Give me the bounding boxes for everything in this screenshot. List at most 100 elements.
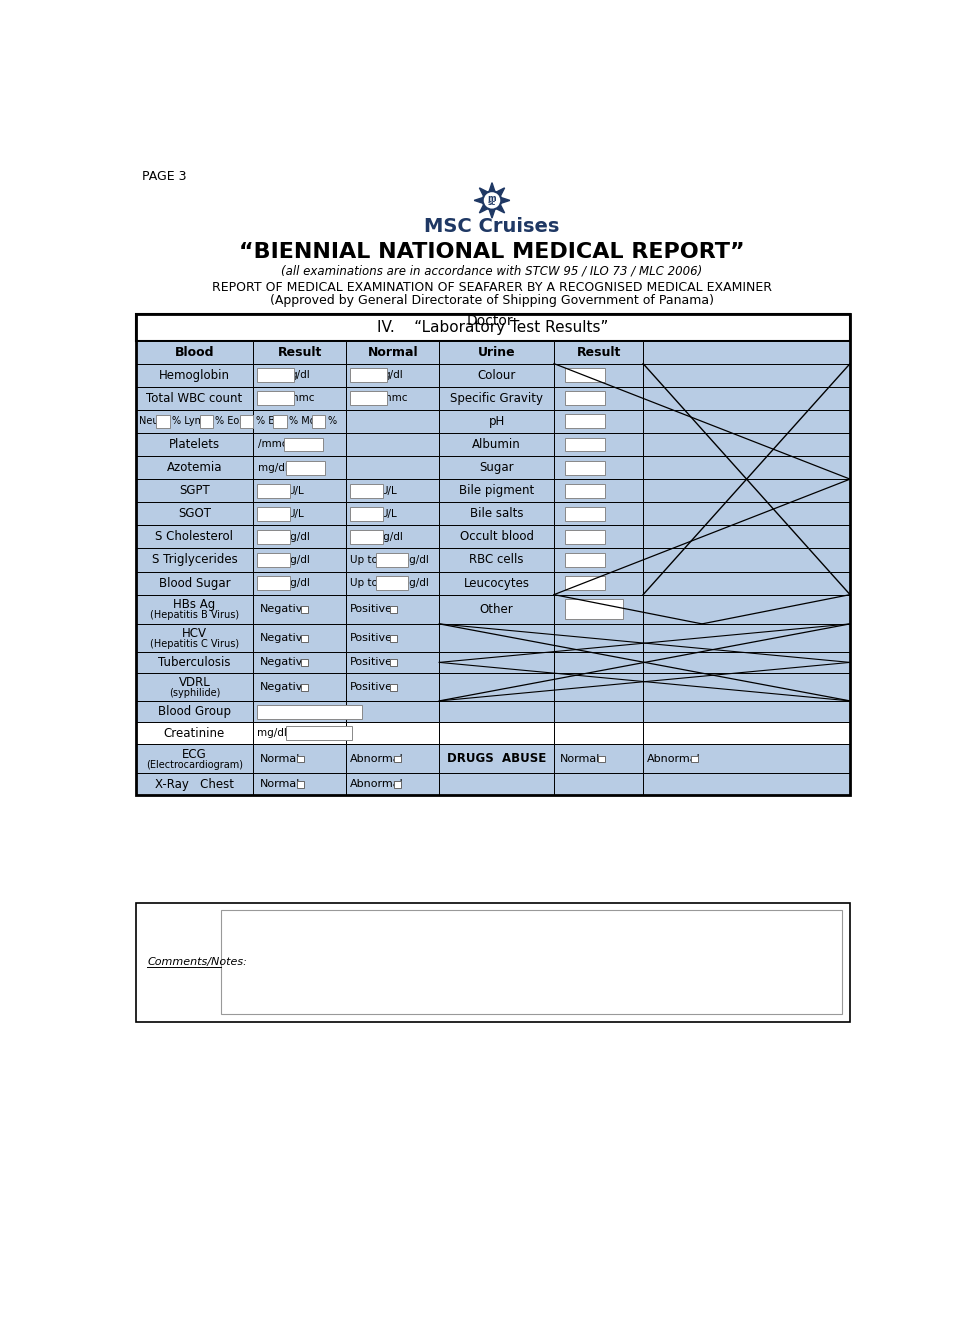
Bar [440, 433, 554, 456]
Bar [301, 684, 308, 691]
Bar [564, 437, 605, 452]
Bar [347, 525, 440, 548]
Bar [643, 624, 850, 652]
Text: Negative: Negative [259, 657, 310, 668]
Bar [253, 652, 347, 673]
Bar [554, 673, 643, 701]
Bar [253, 773, 347, 795]
Bar [643, 502, 850, 525]
Text: mg/dl: mg/dl [398, 578, 429, 589]
Text: Occult blood: Occult blood [460, 531, 534, 544]
Text: (Hepatitis C Virus): (Hepatitis C Virus) [150, 639, 239, 649]
Text: Colour: Colour [477, 369, 516, 382]
Bar [440, 595, 554, 624]
Text: % Lymp: % Lymp [172, 416, 210, 427]
Bar [135, 902, 850, 1022]
Bar [554, 341, 643, 363]
Text: MSC Cruises: MSC Cruises [424, 217, 560, 236]
Bar [643, 410, 850, 433]
Text: Normal: Normal [259, 753, 300, 764]
Text: Tuberculosis: Tuberculosis [158, 656, 230, 669]
Bar [347, 410, 440, 433]
Bar [274, 415, 287, 428]
Circle shape [483, 191, 501, 209]
Text: Normal: Normal [561, 753, 601, 764]
Text: pH: pH [489, 415, 505, 428]
Bar [564, 391, 605, 406]
Text: sc: sc [488, 200, 496, 207]
Bar [347, 456, 440, 479]
Text: /mmc: /mmc [258, 440, 287, 449]
Bar [253, 595, 347, 624]
Bar [643, 652, 850, 673]
Text: PAGE 3: PAGE 3 [142, 170, 186, 183]
Bar [643, 595, 850, 624]
Bar [135, 673, 253, 701]
Text: Blood Group: Blood Group [157, 705, 231, 718]
Text: HCV: HCV [181, 627, 207, 640]
Bar [135, 502, 253, 525]
Polygon shape [489, 208, 495, 219]
Text: %: % [327, 416, 337, 427]
Bar [253, 701, 347, 723]
Bar [135, 387, 253, 410]
Bar [347, 744, 440, 773]
Text: % Ba: % Ba [255, 416, 280, 427]
Text: Positive: Positive [350, 632, 394, 643]
Bar [643, 433, 850, 456]
Bar [253, 624, 347, 652]
Polygon shape [479, 188, 489, 198]
Bar [598, 756, 605, 763]
Polygon shape [495, 204, 505, 213]
Bar [390, 660, 396, 666]
Bar [253, 723, 347, 744]
Text: /mmc: /mmc [285, 394, 315, 403]
Bar [284, 437, 324, 452]
Bar [643, 341, 850, 363]
Bar [347, 341, 440, 363]
Text: Sugar: Sugar [479, 461, 514, 474]
Bar [554, 363, 643, 387]
Text: /mmc: /mmc [378, 394, 408, 403]
Text: REPORT OF MEDICAL EXAMINATION OF SEAFARER BY A RECOGNISED MEDICAL EXAMINER: REPORT OF MEDICAL EXAMINATION OF SEAFARE… [212, 281, 772, 294]
Bar [301, 635, 308, 641]
Text: S Triglycerides: S Triglycerides [152, 553, 237, 566]
Bar [554, 723, 643, 744]
Text: Total WBC count: Total WBC count [146, 391, 243, 404]
Text: X-Ray   Chest: X-Ray Chest [155, 777, 234, 790]
Bar [135, 624, 253, 652]
Bar [347, 723, 440, 744]
Bar [390, 635, 396, 641]
Bar [135, 313, 850, 341]
Bar [554, 595, 643, 624]
Bar [298, 756, 304, 763]
Text: Specific Gravity: Specific Gravity [450, 391, 543, 404]
Text: mg/dl: mg/dl [280, 578, 310, 589]
Text: Result: Result [576, 345, 621, 358]
Text: Positive: Positive [350, 657, 394, 668]
Bar [347, 673, 440, 701]
Bar [440, 773, 554, 795]
Bar [135, 363, 253, 387]
Bar [135, 341, 253, 363]
Bar [350, 507, 383, 520]
Bar [390, 606, 396, 614]
Text: % Mo: % Mo [289, 416, 316, 427]
Bar [347, 773, 440, 795]
Text: Abnormal: Abnormal [350, 780, 404, 789]
Text: mg/dl: mg/dl [398, 554, 429, 565]
Bar [347, 433, 440, 456]
Bar [347, 479, 440, 502]
Bar [564, 529, 605, 544]
Bar [347, 701, 440, 723]
Bar [643, 456, 850, 479]
Bar [643, 525, 850, 548]
Bar [554, 572, 643, 595]
Text: Up to: Up to [350, 578, 378, 589]
Bar [135, 744, 253, 773]
Bar [554, 502, 643, 525]
Bar [200, 415, 213, 428]
Bar [643, 363, 850, 387]
Bar [135, 479, 253, 502]
Text: Abnormal: Abnormal [647, 753, 701, 764]
